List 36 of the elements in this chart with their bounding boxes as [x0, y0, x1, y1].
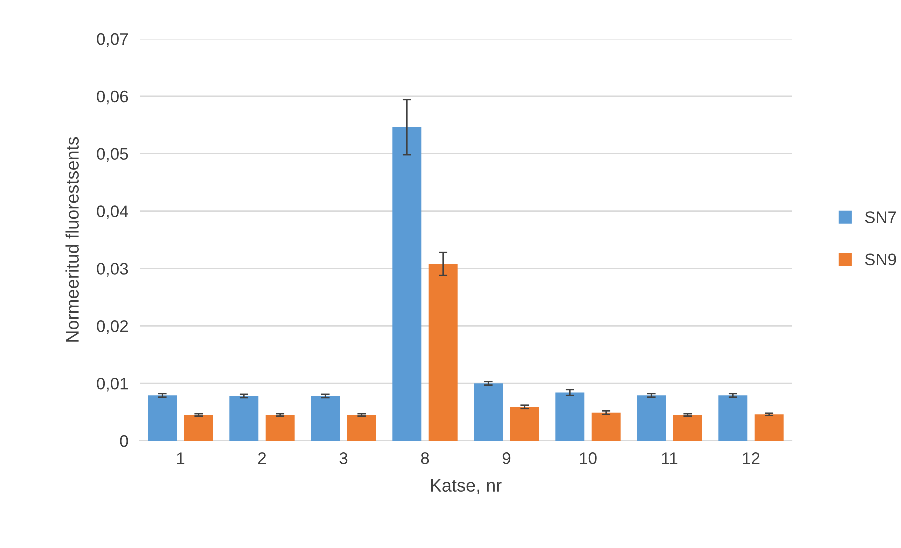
y-axis-title: Normeeritud fluorestsents	[66, 137, 79, 342]
legend-label: SN9	[865, 254, 896, 266]
bar	[428, 264, 458, 441]
y-tick-label: 0,02	[97, 320, 128, 334]
y-tick-label: 0,04	[97, 206, 128, 220]
x-tick-label: 8	[421, 452, 430, 464]
bar	[556, 392, 585, 441]
bar	[230, 396, 259, 441]
x-axis-title: Katse, nr	[431, 479, 502, 494]
x-tick-label: 1	[177, 452, 185, 464]
x-tick-label: 11	[662, 452, 678, 464]
bar	[592, 412, 621, 441]
x-tick-label: 2	[258, 452, 266, 464]
bar	[184, 415, 214, 441]
y-tick-label: 0,03	[97, 263, 128, 277]
bar	[347, 415, 376, 441]
bar	[311, 396, 340, 441]
bar	[673, 415, 702, 441]
y-tick-label: 0,06	[97, 90, 128, 105]
y-tick-label: 0,01	[97, 378, 128, 392]
bar	[754, 414, 784, 441]
x-tick-label: 10	[580, 452, 597, 464]
y-tick-label: 0,05	[97, 148, 128, 162]
x-tick-label: 12	[743, 452, 760, 464]
bar	[637, 396, 666, 441]
x-tick-label: 3	[340, 452, 348, 464]
bar	[474, 384, 504, 441]
bar	[266, 415, 295, 441]
legend-label: SN7	[865, 212, 896, 224]
bar	[510, 407, 540, 441]
bar	[148, 396, 178, 441]
x-tick-label: 9	[502, 452, 511, 464]
bar	[718, 396, 748, 441]
bar	[392, 127, 422, 441]
y-tick-label: 0,07	[97, 33, 128, 48]
y-tick-label: 0	[120, 435, 128, 448]
